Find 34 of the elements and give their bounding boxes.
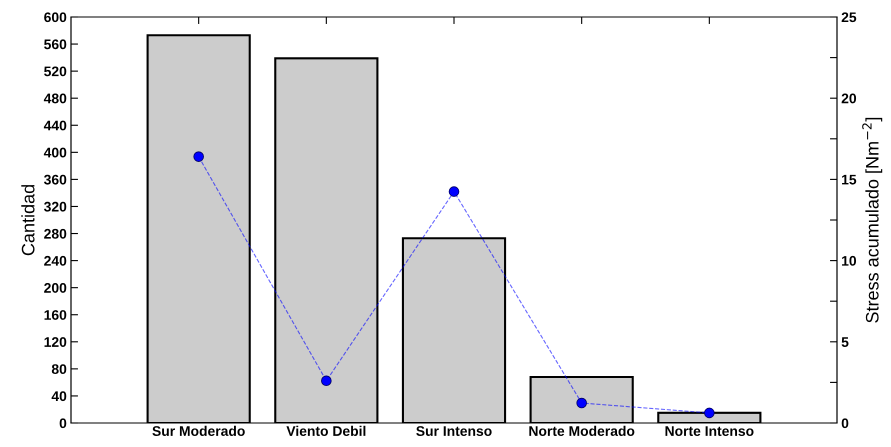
y-tick-label: 520 <box>44 66 66 76</box>
y-tick-label: 480 <box>44 94 66 104</box>
y-tick-label: 280 <box>44 228 66 239</box>
x-tick-label: Sur Intenso <box>416 426 492 436</box>
x-tick-label: Norte Moderado <box>529 426 634 436</box>
y-tick-label: 440 <box>44 120 66 130</box>
y2-tick-label: 15 <box>842 174 856 185</box>
point <box>576 398 587 408</box>
y-tick-label: 360 <box>44 174 66 185</box>
point <box>321 375 332 386</box>
y2-tick-label: 0 <box>842 418 848 428</box>
y-tick-label: 0 <box>60 418 66 428</box>
y-tick-label: 40 <box>52 391 66 402</box>
y-tick-label: 200 <box>44 283 66 293</box>
point <box>448 186 460 197</box>
y-tick-label: 120 <box>44 337 66 347</box>
y-tick-label: 80 <box>52 364 66 374</box>
y2-tick-label: 10 <box>842 256 856 266</box>
x-tick-label: Sur Moderado <box>152 426 245 436</box>
y-tick-label: 560 <box>44 39 66 50</box>
y2-tick-label: 5 <box>842 337 849 347</box>
y2-axis-title: Stress acumulado [Nm$^{−2}$] <box>862 118 882 323</box>
y-tick-label: 400 <box>44 148 66 158</box>
y-tick-label: 600 <box>44 12 66 22</box>
y-tick-label: 240 <box>44 256 66 266</box>
y-axis-title: Cantidad <box>21 185 35 256</box>
x-tick-label: Viento Debil <box>286 426 366 436</box>
y-tick-label: 160 <box>44 310 66 320</box>
point <box>704 408 715 418</box>
y2-tick-label: 25 <box>842 12 856 22</box>
point <box>193 151 204 162</box>
x-tick-label: Norte Intenso <box>666 426 754 436</box>
y2-tick-label: 20 <box>842 94 856 104</box>
y-tick-label: 320 <box>44 202 66 212</box>
